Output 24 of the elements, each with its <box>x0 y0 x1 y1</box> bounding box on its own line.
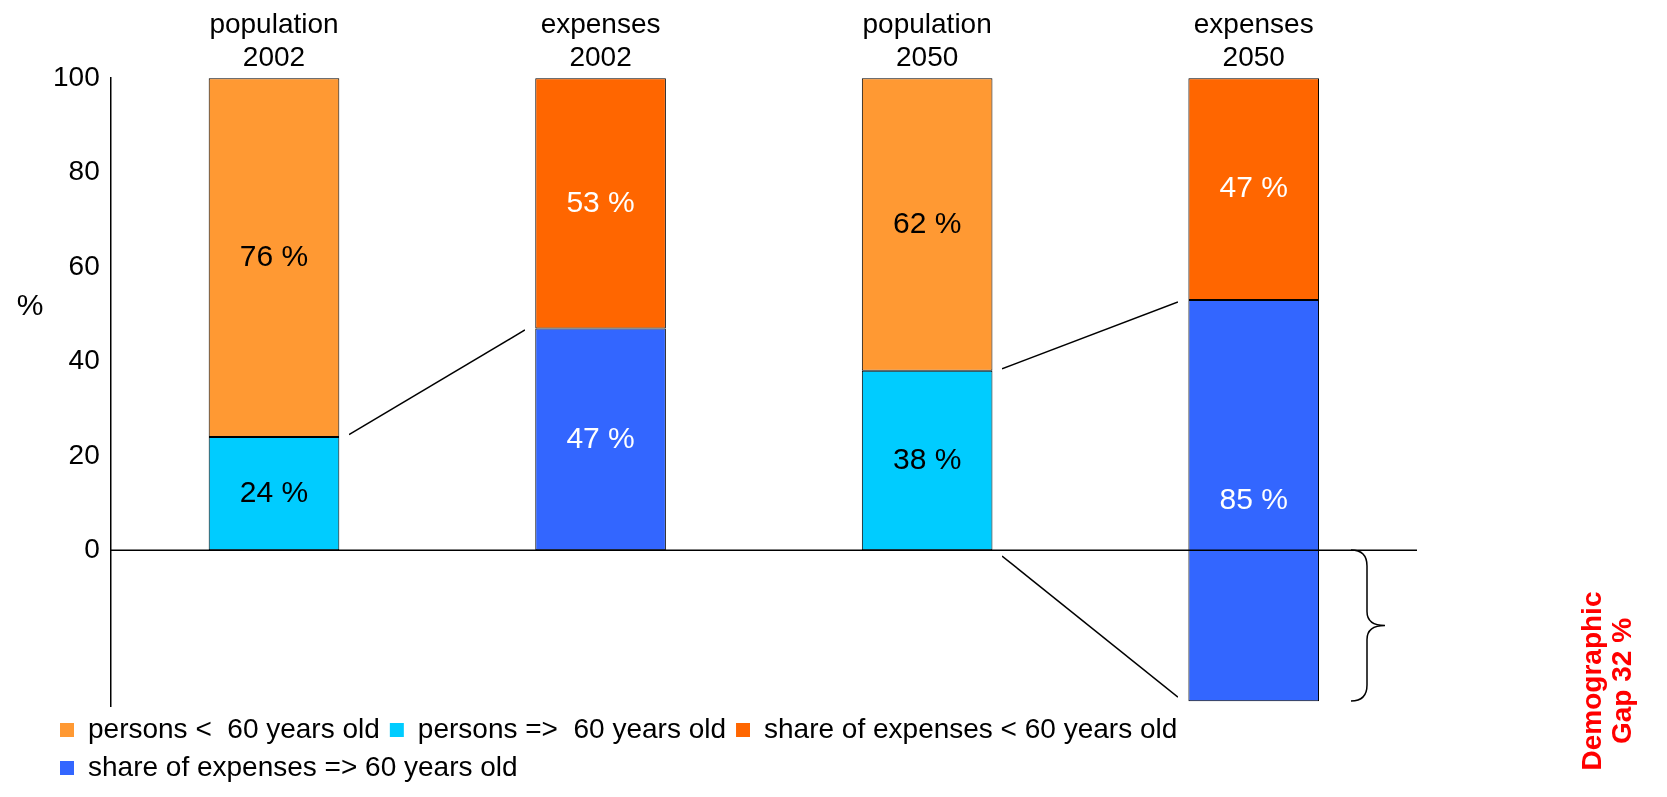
text: Demographic Gap 32 % <box>1576 591 1637 772</box>
legend-label: persons => 60 years old <box>417 712 727 744</box>
y-axis-title: % <box>16 288 44 322</box>
y-tick-label: 40 <box>68 344 100 376</box>
legend-label: share of expenses < 60 years old <box>764 712 1178 744</box>
y-tick-label: 80 <box>68 155 100 187</box>
x-tick-label: population 2050 <box>862 7 992 73</box>
y-tick-label: 0 <box>84 532 100 564</box>
legend-label: share of expenses => 60 years old <box>88 750 518 782</box>
x-tick-label: expenses 2050 <box>1193 7 1314 73</box>
x-tick-label: expenses 2002 <box>540 7 661 73</box>
y-tick-label: 100 <box>53 60 100 92</box>
data-label: 62 % <box>892 205 962 239</box>
data-label: 85 % <box>1219 481 1288 515</box>
data-label: 47 % <box>566 420 635 454</box>
x-tick-label: population 2002 <box>209 7 339 73</box>
data-label: 53 % <box>566 184 635 218</box>
legend-label: persons < 60 years old <box>88 712 380 744</box>
data-label: 47 % <box>1219 170 1288 204</box>
data-label: 24 % <box>239 474 309 508</box>
data-label: 38 % <box>892 441 962 475</box>
data-label: 76 % <box>239 238 309 272</box>
y-tick-label: 60 <box>68 249 100 281</box>
y-tick-label: 20 <box>68 438 100 470</box>
